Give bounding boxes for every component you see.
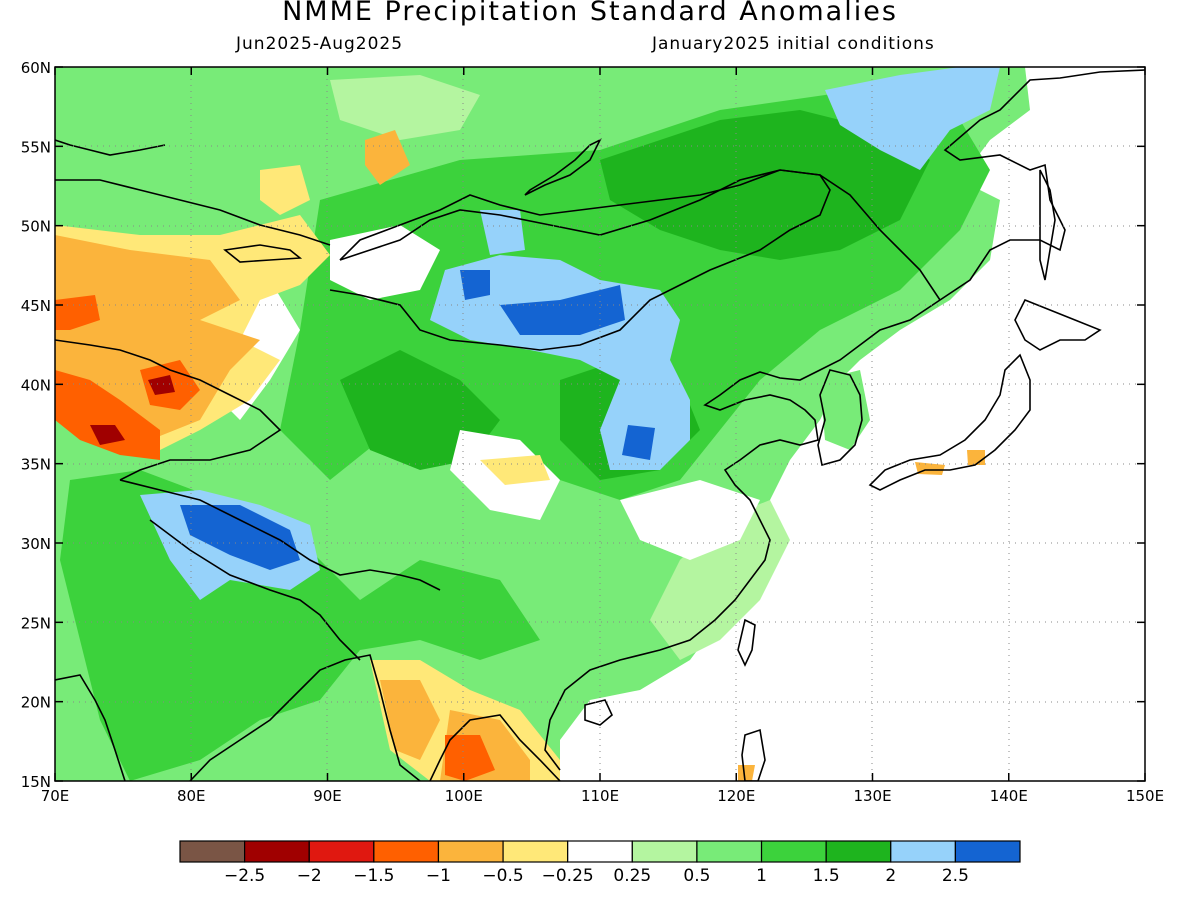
colorbar-swatch (825, 840, 892, 863)
initial-conditions: January2025 initial conditions (652, 34, 935, 54)
anomaly-area (148, 375, 175, 395)
lon-tick-label: 90E (313, 787, 342, 805)
anomaly-area (55, 295, 100, 330)
colorbar-label: 2.5 (942, 866, 969, 886)
anomaly-area (738, 765, 755, 781)
sakhalin (1039, 169, 1056, 281)
lat-tick-label: 15N (21, 773, 51, 791)
anomaly-area (55, 235, 260, 440)
anomaly-area (260, 165, 310, 215)
anomaly-shading (55, 67, 1145, 781)
china-mongolia-border (329, 169, 831, 351)
latitude-axis: 15N 20N 25N 30N 35N 40N 45N 50N 55N 60N (21, 59, 1145, 791)
anomaly-area (330, 75, 480, 140)
anomaly-area (180, 505, 300, 570)
coastlines-borders (55, 69, 1145, 781)
colorbar-swatch (954, 840, 1021, 863)
colorbar-label: 1 (756, 866, 767, 886)
colorbar-label: 2 (885, 866, 896, 886)
bay-of-bengal-coast (189, 654, 421, 781)
lat-tick-label: 50N (21, 218, 51, 236)
anomaly-area (967, 450, 985, 465)
graticule (55, 67, 1145, 781)
lat-tick-label: 35N (21, 456, 51, 474)
lat-tick-label: 40N (21, 376, 51, 394)
anomaly-area (330, 225, 440, 300)
anomaly-area (365, 130, 410, 185)
russia-mongolia-border (339, 169, 781, 261)
anomaly-area (445, 735, 495, 781)
hainan (584, 699, 613, 726)
amur-border (779, 169, 941, 301)
taiwan (737, 618, 756, 667)
lon-tick-label: 140E (990, 787, 1028, 805)
colorbar-label: −2.5 (224, 866, 265, 886)
anomaly-area (380, 680, 440, 760)
lat-tick-label: 60N (21, 59, 51, 77)
lake-baikal (524, 138, 602, 196)
lake-balkhash (223, 244, 303, 263)
lon-tick-label: 120E (717, 787, 755, 805)
lat-tick-label: 45N (21, 297, 51, 315)
colorbar-label: −0.5 (482, 866, 523, 886)
colorbar-label: −1 (426, 866, 451, 886)
colorbar-swatch (696, 840, 763, 863)
tibet-border (119, 479, 441, 591)
philippines (741, 728, 766, 781)
anomaly-area (90, 425, 125, 445)
indochina-coast (429, 714, 561, 781)
himalaya-border (149, 519, 361, 661)
lon-tick-label: 100E (445, 787, 483, 805)
longitude-axis: 70E 80E 90E 100E 110E 120E 130E 140E 150E (41, 67, 1164, 805)
lon-tick-label: 150E (1126, 787, 1164, 805)
anomaly-area (55, 370, 160, 460)
colorbar-label: 0.5 (683, 866, 710, 886)
colorbar-swatch (567, 840, 633, 863)
japan-hokkaido (1014, 298, 1102, 351)
anomaly-area (460, 270, 490, 300)
anomaly-area (480, 455, 550, 485)
kazakh-border (55, 179, 331, 246)
lat-tick-label: 30N (21, 535, 51, 553)
colorbar-swatch (437, 840, 504, 863)
anomaly-area (620, 480, 760, 560)
colorbar-swatch (760, 840, 827, 863)
anomaly-area (622, 425, 655, 460)
colorbar-label: 0.25 (613, 866, 651, 886)
colorbar-label: −1.5 (353, 866, 394, 886)
anomaly-area (430, 255, 690, 470)
anomaly-area (500, 285, 625, 335)
india-coastline (55, 674, 126, 781)
colorbar-swatch (890, 840, 956, 863)
colorbar-label: −2 (297, 866, 322, 886)
lat-tick-label: 25N (21, 614, 51, 632)
japan-honshu (868, 353, 1031, 491)
map-title: NMME Precipitation Standard Anomalies (282, 0, 898, 27)
lon-tick-label: 110E (581, 787, 619, 805)
colorbar-swatch (373, 840, 440, 863)
lat-tick-label: 55N (21, 138, 51, 156)
colorbar-swatch (179, 840, 246, 863)
korea-coastline (817, 369, 863, 467)
colorbar-swatch (308, 840, 375, 863)
anomaly-area (825, 67, 1000, 170)
central-asia-border (55, 339, 282, 481)
colorbar-label: 1.5 (813, 866, 840, 886)
caspian-edge (55, 139, 166, 156)
colorbar-swatch (631, 840, 698, 863)
lon-tick-label: 70E (41, 787, 70, 805)
anomaly-area (480, 210, 525, 255)
colorbar-label: −0.25 (542, 866, 594, 886)
lat-tick-label: 20N (21, 694, 51, 712)
lon-tick-label: 130E (853, 787, 891, 805)
lon-tick-label: 80E (177, 787, 206, 805)
forecast-period: Jun2025-Aug2025 (236, 34, 404, 54)
east-asia-coastline (544, 69, 1145, 771)
anomaly-area (650, 500, 790, 660)
colorbar: −2.5 −2 −1.5 −1 −0.5 −0.25 0.25 0.5 1 1.5 2 2.5 (179, 840, 1021, 886)
colorbar-swatch (244, 840, 310, 863)
anomaly-area (600, 110, 930, 260)
colorbar-swatch (502, 840, 569, 863)
